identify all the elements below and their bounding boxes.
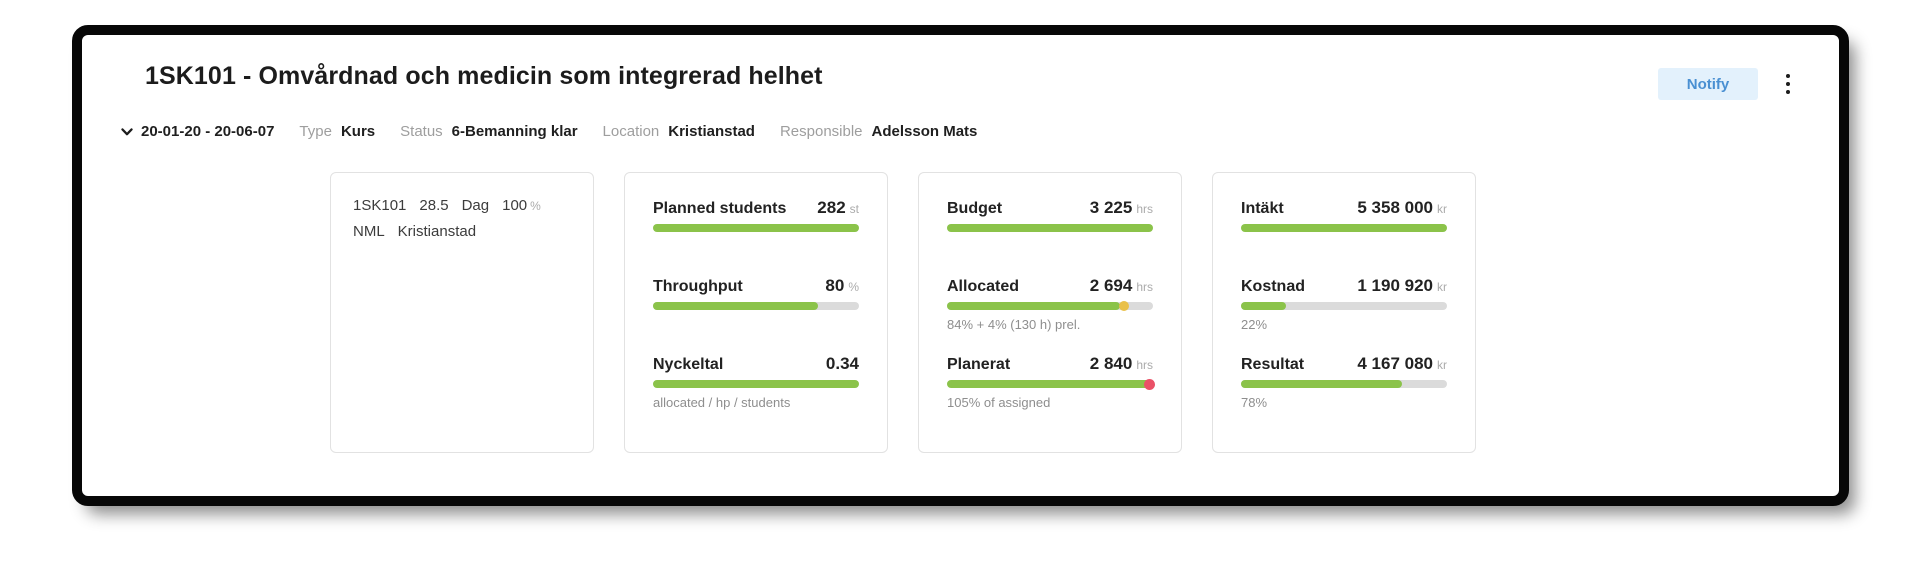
course-form: NML: [353, 223, 385, 240]
metric-label: Resultat: [1241, 356, 1305, 373]
metric-resultat: Resultat 4 167 080 kr 78%: [1241, 354, 1447, 412]
metric-unit: kr: [1437, 280, 1447, 294]
course-panel: 1SK101 - Omvårdnad och medicin som integ…: [72, 25, 1849, 506]
metric-value: 2 694: [1089, 276, 1133, 295]
metric-label: Planned students: [653, 200, 787, 217]
kebab-dot: [1786, 82, 1790, 86]
date-range[interactable]: 20-01-20 - 20-06-07: [141, 123, 275, 140]
metric-nyckeltal: Nyckeltal 0.34 allocated / hp / students: [653, 354, 859, 412]
progress-fill: [653, 380, 859, 388]
metric-allocated: Allocated 2 694 hrs 84% + 4% (130 h) prel.: [947, 276, 1153, 334]
metric-planerat: Planerat 2 840 hrs 105% of assigned: [947, 354, 1155, 412]
card-hours: Budget 3 225 hrs Allocated 2 694 hrs 84% + 4% …: [918, 172, 1182, 453]
metric-label: Nyckeltal: [653, 356, 724, 373]
metric-caption: 22%: [1241, 317, 1268, 332]
progress-bar: [947, 301, 1153, 311]
progress-fill: [947, 302, 1121, 310]
field-label: Location: [602, 123, 660, 140]
metric-value: 80: [825, 276, 845, 295]
metric-unit: kr: [1437, 358, 1447, 372]
meta-field-location: Location Kristianstad: [603, 123, 755, 140]
metric-budget: Budget 3 225 hrs: [947, 198, 1153, 256]
course-pace: 100 %: [502, 197, 541, 214]
chevron-down-icon[interactable]: [120, 125, 134, 139]
metric-label: Planerat: [947, 356, 1011, 373]
course-location: Kristianstad: [397, 223, 477, 240]
progress-fill: [947, 224, 1153, 232]
progress-bar: [653, 302, 859, 310]
field-label: Responsible: [779, 123, 863, 140]
metric-label: Intäkt: [1241, 200, 1284, 217]
course-code: 1SK101: [353, 197, 407, 214]
metric-label: Allocated: [947, 278, 1020, 295]
metric-caption: allocated / hp / students: [653, 395, 791, 410]
kebab-menu-icon[interactable]: [1784, 72, 1792, 96]
field-value: Adelsson Mats: [871, 123, 978, 140]
cards-row: 1SK101 28.5 Dag 100 % NML Kristianstad P…: [330, 172, 1476, 453]
field-label: Type: [299, 123, 332, 140]
progress-bar: [1241, 224, 1447, 232]
progress-bar: [653, 380, 859, 388]
progress-bar: [1241, 302, 1447, 310]
metric-value: 3 225: [1089, 198, 1133, 217]
metric-unit: %: [848, 280, 859, 294]
progress-fill: [1241, 224, 1447, 232]
kebab-dot: [1786, 74, 1790, 78]
progress-bar: [653, 224, 859, 232]
progress-fill: [653, 302, 818, 310]
progress-track: [1241, 302, 1447, 310]
overrun-dot: [1144, 378, 1155, 390]
metric-throughput: Throughput 80%: [653, 276, 859, 334]
metric-value: 2 840: [1089, 354, 1133, 373]
course-credits: 28.5: [419, 197, 449, 214]
meta-field-responsible: Responsible Adelsson Mats: [780, 123, 977, 140]
metric-value: 4 167 080: [1357, 354, 1433, 373]
course-pace-unit: %: [530, 199, 541, 213]
progress-fill: [1241, 302, 1287, 310]
card-economy: Intäkt 5 358 000 kr Kostnad 1 190 920 kr 22% Re…: [1212, 172, 1476, 453]
metric-unit: hrs: [1136, 280, 1153, 294]
progress-fill: [1241, 380, 1402, 388]
metric-unit: hrs: [1136, 202, 1153, 216]
metric-caption: 78%: [1241, 395, 1268, 410]
field-value: Kurs: [340, 123, 376, 140]
progress-bar: [947, 378, 1155, 390]
metric-value: 1 190 920: [1357, 276, 1433, 295]
field-value: Kristianstad: [668, 123, 755, 140]
page-title: 1SK101 - Omvårdnad och medicin som integ…: [145, 62, 823, 90]
preliminary-dot: [1119, 301, 1130, 311]
meta-field-status: Status 6-Bemanning klar: [400, 123, 577, 140]
field-label: Status: [400, 123, 443, 140]
metric-value: 282: [817, 198, 846, 217]
info-line-2: NML Kristianstad: [353, 223, 579, 240]
metric-unit: kr: [1437, 202, 1447, 216]
metric-label: Budget: [947, 200, 1003, 217]
progress-fill: [947, 380, 1153, 388]
metric-caption: 105% of assigned: [947, 395, 1051, 410]
course-pace-number: 100: [502, 197, 528, 214]
meta-row: 20-01-20 - 20-06-07 Type Kurs Status 6-B…: [120, 123, 977, 140]
course-daytime: Dag: [461, 197, 490, 214]
metric-value: 0.34: [825, 354, 859, 373]
metric-label: Throughput: [653, 278, 743, 295]
metric-caption: 84% + 4% (130 h) prel.: [947, 317, 1081, 332]
progress-fill: [653, 224, 859, 232]
field-value: 6-Bemanning klar: [451, 123, 578, 140]
card-course-info: 1SK101 28.5 Dag 100 % NML Kristianstad: [330, 172, 594, 453]
progress-bar: [1241, 380, 1447, 388]
info-line-1: 1SK101 28.5 Dag 100 %: [353, 197, 579, 214]
kebab-dot: [1786, 90, 1790, 94]
metric-kostnad: Kostnad 1 190 920 kr 22%: [1241, 276, 1447, 334]
progress-bar: [947, 224, 1153, 232]
meta-field-type: Type Kurs: [299, 123, 375, 140]
metric-label: Kostnad: [1241, 278, 1305, 295]
metric-value: 5 358 000: [1357, 198, 1433, 217]
metric-unit: hrs: [1136, 358, 1153, 372]
notify-button[interactable]: Notify: [1658, 68, 1758, 100]
metric-unit: st: [849, 202, 859, 216]
metric-int-kt: Intäkt 5 358 000 kr: [1241, 198, 1447, 256]
